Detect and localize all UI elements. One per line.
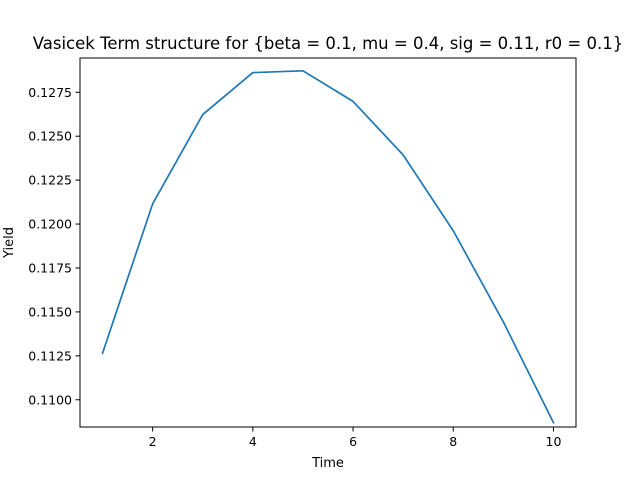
y-tick-label: 0.1250 (28, 129, 72, 144)
y-axis-label: Yield (2, 227, 17, 259)
y-axis: 0.1100 0.1125 0.1150 0.1175 0.1200 0.1225 0.12… (28, 85, 80, 407)
x-tick-label: 8 (449, 434, 457, 449)
x-tick-label: 6 (349, 434, 357, 449)
y-tick-label: 0.1200 (28, 217, 72, 232)
y-tick-label: 0.1275 (28, 85, 72, 100)
plot-frame (79, 57, 577, 428)
series-group (101, 69, 555, 424)
x-tick-label: 10 (546, 434, 562, 449)
y-tick-label: 0.1225 (28, 173, 72, 188)
x-axis-label: Time (311, 456, 344, 471)
x-axis: 2 4 6 8 10 (149, 427, 562, 449)
y-tick-label: 0.1175 (28, 260, 72, 275)
x-tick-label: 4 (249, 434, 257, 449)
y-tick-label: 0.1150 (28, 304, 72, 319)
chart-title: Vasicek Term structure for {beta = 0.1, … (33, 34, 623, 53)
y-tick-label: 0.1125 (28, 348, 72, 363)
x-tick-label: 2 (149, 434, 157, 449)
y-tick-label: 0.1100 (28, 392, 72, 407)
series-line (101, 69, 555, 424)
